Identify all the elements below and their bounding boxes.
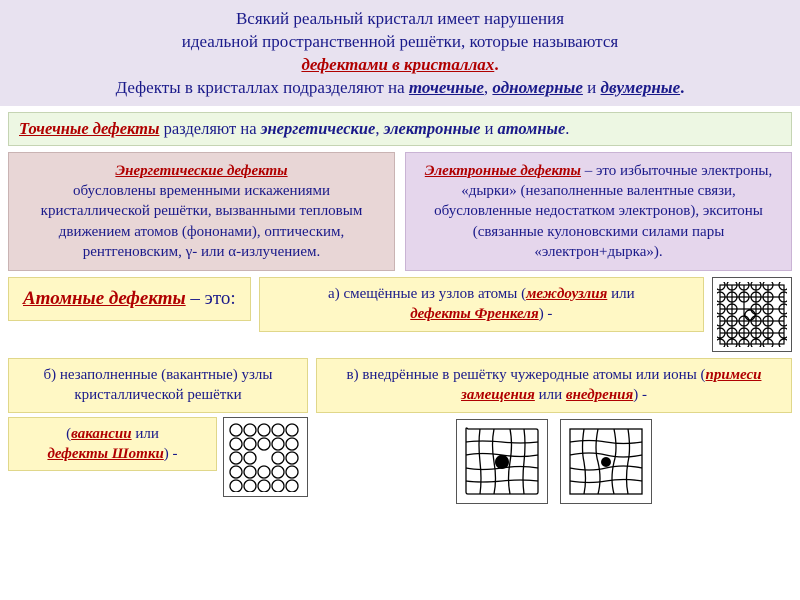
interstitial-diagram [560,419,652,504]
item-b-pre: б) незаполненные (вакантные) узлы криста… [43,367,272,403]
item-c-box: в) внедрённые в решётку чужеродные атомы… [316,358,792,413]
atomic-title: Атомные дефекты [23,288,186,309]
item-b-mid: или [132,426,159,442]
item-b-box1: б) незаполненные (вакантные) узлы криста… [8,358,308,413]
header-block: Всякий реальный кристалл имеет нарушения… [0,0,800,106]
atomic-row: Атомные дефекты – это: а) смещённые из у… [8,277,792,352]
col-b: б) незаполненные (вакантные) узлы криста… [8,358,308,497]
item-a-t2: дефекты Френкеля [410,306,538,322]
pd-t2: электронные [384,119,481,138]
electronic-box: Электронные дефекты – это избыточные эле… [405,152,792,271]
header-type2: одномерные [492,78,582,97]
atomic-label: Атомные дефекты – это: [8,277,251,321]
item-a-box: а) смещённые из узлов атомы (междоузлия … [259,277,704,332]
item-b-box2: (вакансии или дефекты Шотки) - [8,417,217,472]
header-line3-pre: Дефекты в кристаллах подразделяют на [116,78,409,97]
substitution-diagram [456,419,548,504]
item-c-post: ) - [633,387,647,403]
item-c-mid: или [535,387,566,403]
energy-title: Энергетические дефекты [115,163,287,179]
header-type1: точечные [409,78,484,97]
col-right: в) внедрённые в решётку чужеродные атомы… [316,358,792,509]
electronic-title: Электронные дефекты [425,163,581,179]
header-line1: Всякий реальный кристалл имеет нарушения [236,9,564,28]
item-a-mid: или [607,286,634,302]
item-c-pre: в) внедрённые в решётку чужеродные атомы… [347,367,706,383]
bottom-diagrams [316,419,792,509]
item-a-post: ) - [539,306,553,322]
header-line2: идеальной пространственной решётки, кото… [182,32,618,51]
energy-body: обусловлены временными искажениями крист… [41,183,363,260]
pd-t1: энергетические [261,119,376,138]
definitions-row: Энергетические дефекты обусловлены време… [8,152,792,271]
atomic-suffix: – это: [186,288,236,309]
item-b-post: ) - [164,446,178,462]
pd-t3: атомные [498,119,566,138]
row3: б) незаполненные (вакантные) узлы криста… [8,358,792,509]
header-type3: двумерные [601,78,681,97]
defects-term: дефектами в кристаллах [301,55,494,74]
schottky-diagram [223,417,308,497]
item-a-pre: а) смещённые из узлов атомы ( [328,286,526,302]
point-defects-title: Точечные дефекты [19,119,159,138]
point-defects-mid: разделяют на [164,119,261,138]
item-b-t1: вакансии [71,426,132,442]
point-defects-bar: Точечные дефекты разделяют на энергетиче… [8,112,792,146]
item-a-t1: междоузлия [526,286,607,302]
frenkel-diagram [712,277,792,352]
item-b-t2: дефекты Шотки [47,446,163,462]
energy-box: Энергетические дефекты обусловлены време… [8,152,395,271]
item-c-t2: внедрения [566,387,633,403]
